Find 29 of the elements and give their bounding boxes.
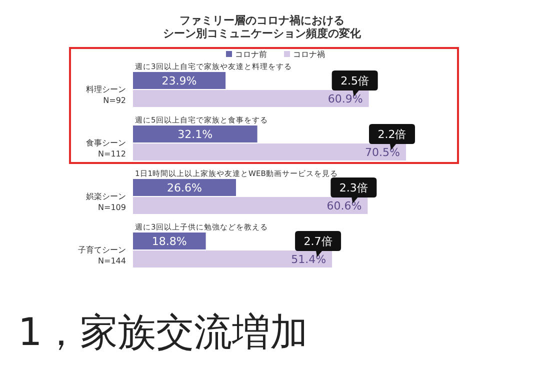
data-label: 32.1% bbox=[178, 128, 213, 141]
bar bbox=[133, 197, 368, 214]
bar bbox=[133, 90, 369, 107]
data-label: 26.6% bbox=[167, 182, 202, 194]
bar bbox=[133, 126, 258, 142]
bar bbox=[133, 144, 406, 160]
data-label: 60.6% bbox=[326, 200, 362, 212]
data-label: 18.8% bbox=[152, 235, 187, 248]
bar bbox=[133, 250, 332, 268]
legend-label: コロナ禍 bbox=[293, 50, 325, 59]
annotation: 2.3倍 bbox=[339, 182, 368, 194]
text: 1，家族交流増加 bbox=[18, 310, 308, 354]
y-tick-label: 娯楽シーン N=109 bbox=[86, 192, 126, 212]
data-label: 51.4% bbox=[291, 253, 326, 266]
data-label: 23.9% bbox=[162, 74, 197, 88]
annotation: 2.2倍 bbox=[378, 128, 406, 141]
y-tick-label: 料理シーン N=92 bbox=[86, 85, 126, 105]
bar bbox=[133, 232, 206, 250]
data-label: 60.9% bbox=[328, 92, 363, 106]
y-tick-label: 食事シーン N=112 bbox=[86, 138, 126, 158]
bar bbox=[133, 179, 236, 196]
data-label: 70.5% bbox=[365, 146, 400, 159]
chart-title: ファミリー層のコロナ禍における bbox=[180, 14, 344, 27]
annotation: 2.5倍 bbox=[340, 74, 370, 88]
legend-label: コロナ前 bbox=[235, 50, 267, 59]
chart-subtitle: シーン別コミュニケーション頻度の変化 bbox=[163, 27, 362, 40]
bar bbox=[133, 72, 226, 89]
y-tick-label: 子育てシーン N=144 bbox=[78, 246, 126, 266]
annotation: 2.7倍 bbox=[304, 235, 332, 248]
